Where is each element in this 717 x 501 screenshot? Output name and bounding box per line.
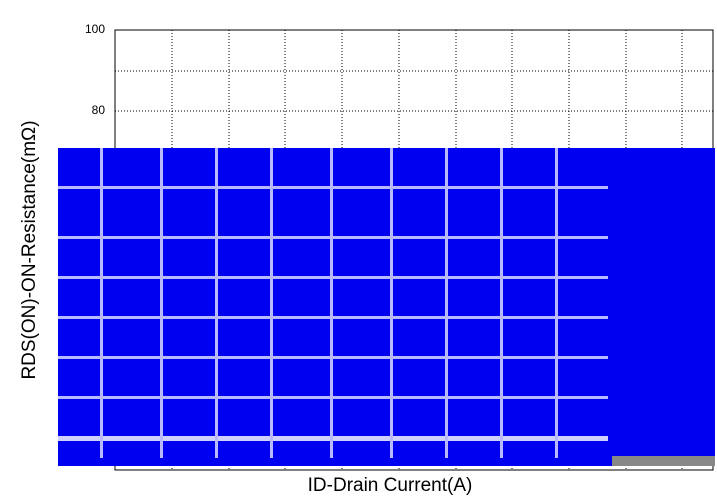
y-axis-title: RDS(ON)-ON-Resistance(mΩ) [19, 120, 40, 379]
y-tick-label: 100 [85, 22, 105, 36]
y-tick-label: 80 [92, 103, 106, 117]
x-axis-title: ID-Drain Current(A) [308, 475, 473, 496]
corrupted-region [58, 148, 715, 466]
